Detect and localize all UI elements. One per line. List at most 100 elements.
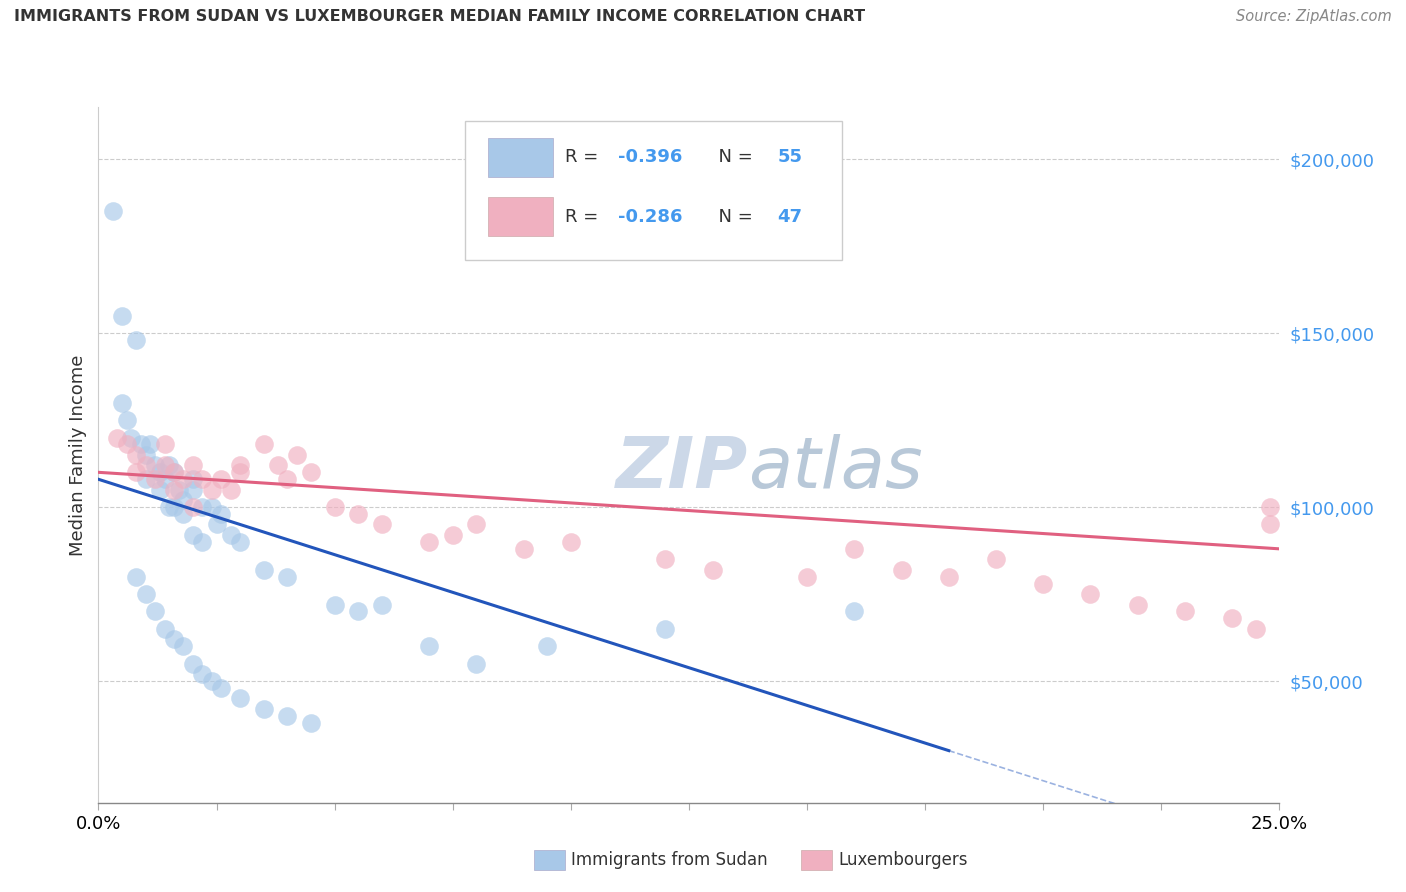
Point xyxy=(111,309,134,323)
Point xyxy=(172,472,194,486)
Point xyxy=(135,587,157,601)
Point xyxy=(191,667,214,681)
Point xyxy=(157,500,180,514)
Point xyxy=(267,458,290,473)
Point xyxy=(209,472,232,486)
Point xyxy=(276,570,298,584)
Point xyxy=(139,437,162,451)
Point xyxy=(276,472,298,486)
Point xyxy=(229,466,252,480)
Point xyxy=(105,431,128,445)
Point xyxy=(181,472,204,486)
Point xyxy=(191,534,214,549)
Point xyxy=(1220,611,1243,625)
Point xyxy=(418,534,440,549)
Point xyxy=(181,500,204,514)
Point xyxy=(890,563,912,577)
Point xyxy=(149,466,172,480)
Point xyxy=(115,413,138,427)
Point xyxy=(219,483,242,497)
Point xyxy=(229,691,252,706)
Point xyxy=(654,622,676,636)
Text: Source: ZipAtlas.com: Source: ZipAtlas.com xyxy=(1236,9,1392,24)
Point xyxy=(191,472,214,486)
Point xyxy=(209,681,232,695)
Point xyxy=(229,534,252,549)
Point xyxy=(135,448,157,462)
Point xyxy=(229,458,252,473)
Point xyxy=(149,483,172,497)
Text: Luxembourgers: Luxembourgers xyxy=(838,851,967,869)
Point xyxy=(702,563,724,577)
Point xyxy=(1258,517,1281,532)
Text: -0.286: -0.286 xyxy=(619,208,682,226)
Point xyxy=(153,472,176,486)
Point xyxy=(135,458,157,473)
Point xyxy=(153,622,176,636)
Point xyxy=(163,632,186,647)
Point xyxy=(219,528,242,542)
Point xyxy=(465,517,488,532)
Point xyxy=(163,466,186,480)
Point xyxy=(465,657,488,671)
Text: N =: N = xyxy=(707,148,758,166)
Point xyxy=(125,466,148,480)
FancyBboxPatch shape xyxy=(488,138,553,177)
Point xyxy=(1126,598,1149,612)
Point xyxy=(163,500,186,514)
Text: atlas: atlas xyxy=(748,434,922,503)
Point xyxy=(157,458,180,473)
Point xyxy=(347,507,370,521)
Text: Immigrants from Sudan: Immigrants from Sudan xyxy=(571,851,768,869)
Point xyxy=(299,466,322,480)
Point xyxy=(796,570,818,584)
Point xyxy=(560,534,582,549)
Point xyxy=(153,437,176,451)
Point xyxy=(201,483,224,497)
Point xyxy=(285,448,308,462)
Point xyxy=(347,605,370,619)
Point xyxy=(512,541,534,556)
Point xyxy=(101,204,124,219)
Point xyxy=(181,483,204,497)
Point xyxy=(143,458,166,473)
Point xyxy=(1244,622,1267,636)
Text: R =: R = xyxy=(565,148,605,166)
FancyBboxPatch shape xyxy=(488,197,553,235)
Point xyxy=(172,639,194,653)
Point xyxy=(253,437,276,451)
Point xyxy=(125,448,148,462)
Point xyxy=(201,500,224,514)
Point xyxy=(371,517,394,532)
Point xyxy=(253,563,276,577)
Point xyxy=(143,605,166,619)
Text: N =: N = xyxy=(707,208,758,226)
Text: R =: R = xyxy=(565,208,605,226)
Point xyxy=(129,437,152,451)
Point xyxy=(441,528,464,542)
Point xyxy=(153,458,176,473)
Point xyxy=(1032,576,1054,591)
Point xyxy=(163,466,186,480)
Point xyxy=(135,472,157,486)
Point xyxy=(418,639,440,653)
Point xyxy=(172,493,194,508)
Point xyxy=(984,552,1007,566)
Point xyxy=(844,541,866,556)
Point xyxy=(121,431,143,445)
Point xyxy=(167,483,190,497)
Text: ZIP: ZIP xyxy=(616,434,748,503)
Point xyxy=(181,458,204,473)
Point xyxy=(201,674,224,689)
Point xyxy=(111,396,134,410)
Point xyxy=(172,507,194,521)
Point xyxy=(299,715,322,730)
Point xyxy=(191,500,214,514)
Point xyxy=(1258,500,1281,514)
Point xyxy=(209,507,232,521)
Point xyxy=(1080,587,1102,601)
Point xyxy=(181,657,204,671)
Point xyxy=(536,639,558,653)
Point xyxy=(938,570,960,584)
Point xyxy=(1174,605,1197,619)
